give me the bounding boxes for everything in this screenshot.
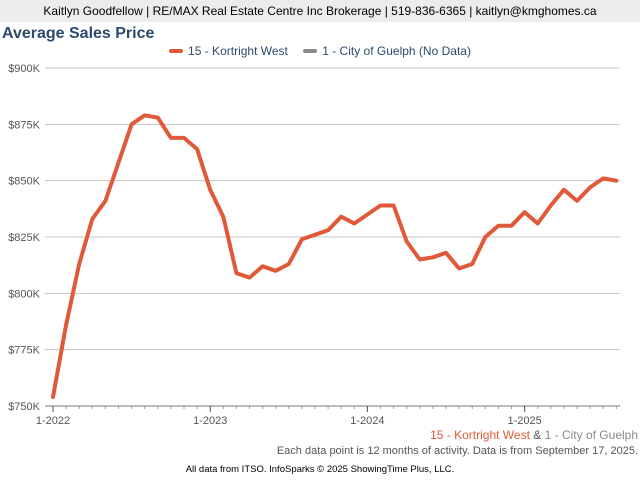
data-point bbox=[130, 122, 134, 126]
agent-contact-text: Kaitlyn Goodfellow | RE/MAX Real Estate … bbox=[43, 4, 597, 18]
data-point bbox=[208, 188, 212, 192]
data-point bbox=[300, 237, 304, 241]
data-point bbox=[365, 212, 369, 216]
area-legend-footer: 15 - Kortright West & 1 - City of Guelph bbox=[430, 428, 638, 442]
y-tick-label: $900K bbox=[8, 63, 40, 75]
data-point bbox=[156, 116, 160, 120]
data-point bbox=[51, 395, 55, 399]
data-point bbox=[431, 255, 435, 259]
series-line-kortright-west bbox=[51, 113, 619, 399]
data-point bbox=[588, 185, 592, 189]
data-point bbox=[379, 203, 382, 207]
data-point bbox=[234, 271, 238, 275]
legend-item-kortright-west[interactable]: 15 - Kortright West bbox=[169, 44, 288, 58]
data-point bbox=[418, 258, 422, 262]
data-point bbox=[143, 113, 147, 117]
data-point bbox=[274, 269, 278, 273]
data-point bbox=[562, 188, 566, 192]
chart-title: Average Sales Price bbox=[2, 25, 155, 42]
y-tick-label: $825K bbox=[8, 232, 40, 244]
x-tick-label: 1-2024 bbox=[350, 415, 384, 427]
data-point bbox=[392, 203, 396, 207]
data-point bbox=[326, 228, 330, 232]
data-point bbox=[575, 199, 579, 203]
y-tick-label: $775K bbox=[8, 345, 40, 357]
legend-label-city-of-guelph: 1 - City of Guelph (No Data) bbox=[322, 44, 471, 58]
data-point bbox=[64, 323, 68, 327]
data-point bbox=[444, 251, 448, 255]
data-point bbox=[536, 221, 540, 225]
data-point bbox=[483, 235, 487, 239]
data-point bbox=[352, 221, 356, 225]
x-tick-label: 1-2023 bbox=[193, 415, 227, 427]
x-tick-label: 1-2025 bbox=[507, 415, 541, 427]
data-point bbox=[287, 262, 291, 266]
data-point bbox=[457, 267, 461, 271]
data-point bbox=[549, 203, 553, 207]
data-point bbox=[182, 136, 186, 140]
data-note: Each data point is 12 months of activity… bbox=[276, 445, 638, 457]
data-point bbox=[195, 147, 199, 151]
data-point bbox=[313, 233, 317, 237]
chart-legend: 15 - Kortright West 1 - City of Guelph (… bbox=[0, 44, 640, 58]
data-point bbox=[248, 276, 251, 280]
data-point bbox=[614, 179, 618, 183]
x-axis: 1-2022 1-2023 1-2024 1-2025 bbox=[36, 405, 620, 427]
y-tick-label: $850K bbox=[8, 176, 40, 188]
agent-contact-bar: Kaitlyn Goodfellow | RE/MAX Real Estate … bbox=[0, 0, 640, 22]
data-point bbox=[523, 210, 527, 214]
y-tick-label: $750K bbox=[8, 401, 40, 413]
data-point bbox=[510, 224, 513, 228]
y-tick-label: $800K bbox=[8, 288, 40, 300]
data-point bbox=[601, 176, 605, 180]
data-point bbox=[103, 199, 107, 203]
legend-label-kortright-west: 15 - Kortright West bbox=[188, 44, 288, 58]
legend-swatch-kortright-west bbox=[169, 48, 184, 53]
data-point bbox=[405, 240, 409, 244]
legend-swatch-city-of-guelph bbox=[303, 48, 318, 53]
series-layer bbox=[51, 113, 619, 399]
x-tick-label: 1-2022 bbox=[36, 415, 70, 427]
footer-area-kortright-west: 15 - Kortright West bbox=[430, 428, 530, 442]
data-point bbox=[77, 262, 81, 266]
footer-area-city-of-guelph: 1 - City of Guelph bbox=[544, 428, 638, 442]
data-point bbox=[261, 264, 265, 268]
data-point bbox=[470, 262, 474, 266]
data-point bbox=[90, 217, 94, 221]
y-tick-label: $875K bbox=[8, 119, 40, 131]
grid-lines bbox=[45, 67, 620, 407]
y-axis-ticks: $750K $775K $800K $825K $850K $875K $900K bbox=[8, 63, 40, 413]
data-point bbox=[169, 136, 173, 140]
footer-ampersand: & bbox=[533, 428, 542, 442]
data-point bbox=[339, 215, 343, 219]
legend-item-city-of-guelph[interactable]: 1 - City of Guelph (No Data) bbox=[303, 44, 471, 58]
data-point bbox=[117, 161, 120, 165]
data-source-credit: All data from ITSO. InfoSparks © 2025 Sh… bbox=[185, 464, 455, 475]
data-point bbox=[221, 215, 225, 219]
data-point bbox=[496, 224, 500, 228]
